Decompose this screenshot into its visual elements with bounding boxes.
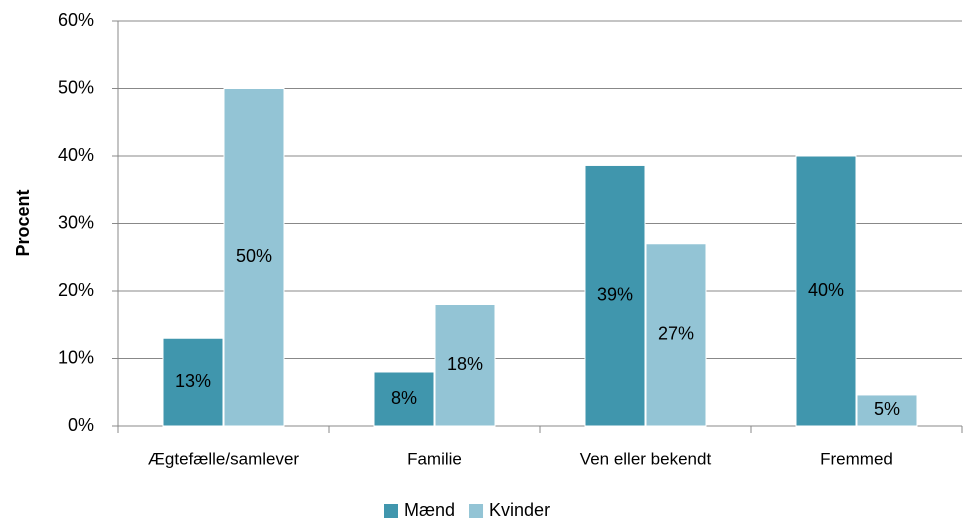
data-label: 5% xyxy=(874,399,900,419)
legend-swatch xyxy=(469,504,484,518)
x-tick-label: Ægtefælle/samlever xyxy=(148,449,300,468)
data-label: 8% xyxy=(391,388,417,408)
bar xyxy=(223,88,285,427)
bar xyxy=(584,164,646,427)
x-tick-label: Familie xyxy=(407,449,462,468)
data-label: 13% xyxy=(175,371,211,391)
bar xyxy=(645,243,707,427)
legend-swatch xyxy=(384,504,398,518)
bar xyxy=(856,394,918,427)
x-tick-label: Ven eller bekendt xyxy=(580,449,712,468)
x-tick-label: Fremmed xyxy=(820,449,893,468)
y-tick-label: 0% xyxy=(68,415,94,435)
data-label: 50% xyxy=(236,246,272,266)
bar xyxy=(434,304,496,427)
y-tick-label: 50% xyxy=(58,77,94,97)
y-tick-label: 20% xyxy=(58,280,94,300)
bar xyxy=(795,155,857,427)
data-label: 27% xyxy=(658,324,694,344)
y-axis-label: Procent xyxy=(13,189,33,256)
bar xyxy=(162,337,224,427)
legend-label: Mænd xyxy=(404,500,455,520)
data-label: 18% xyxy=(447,354,483,374)
y-tick-label: 10% xyxy=(58,347,94,367)
bar xyxy=(373,371,435,427)
y-tick-label: 60% xyxy=(58,10,94,30)
data-label: 40% xyxy=(808,280,844,300)
y-tick-label: 40% xyxy=(58,145,94,165)
legend-label: Kvinder xyxy=(489,500,550,520)
data-label: 39% xyxy=(597,284,633,304)
y-tick-label: 30% xyxy=(58,212,94,232)
